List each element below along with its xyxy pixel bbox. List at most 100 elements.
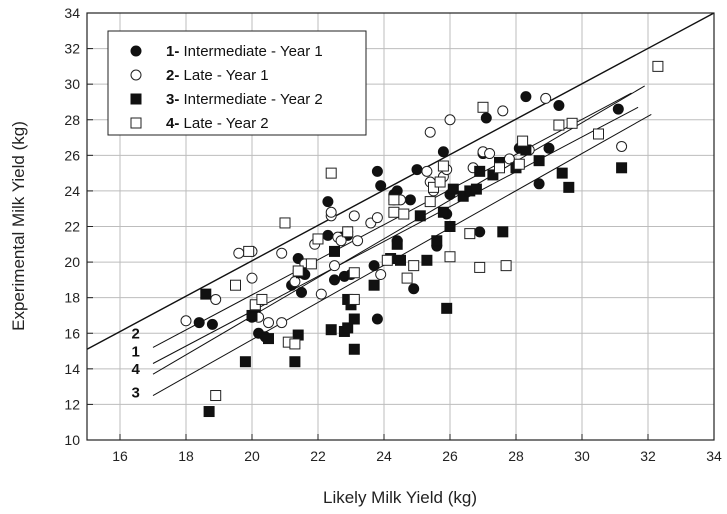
data-point (206, 318, 218, 330)
y-tick-label: 24 (64, 183, 80, 199)
data-point (315, 288, 327, 300)
legend-box (107, 30, 367, 136)
data-point (563, 181, 575, 193)
data-point (375, 269, 387, 281)
y-tick-label: 10 (64, 432, 80, 448)
data-point (474, 261, 486, 273)
x-tick-label: 30 (574, 448, 590, 464)
data-point (375, 180, 387, 192)
data-points (180, 60, 664, 418)
x-tick-label: 32 (640, 448, 656, 464)
data-point (540, 92, 552, 104)
data-point (276, 317, 288, 329)
x-axis-label: Likely Milk Yield (kg) (323, 488, 477, 507)
data-point (368, 279, 380, 291)
data-point (424, 196, 436, 208)
legend-label: 1- Intermediate - Year 1 (166, 43, 323, 60)
y-tick-label: 22 (64, 219, 80, 235)
data-point (470, 183, 482, 195)
data-point (437, 206, 449, 218)
data-point (325, 324, 337, 336)
data-point (325, 167, 337, 179)
data-point (616, 140, 628, 152)
data-point (381, 254, 393, 266)
data-point (348, 293, 360, 305)
data-point (464, 228, 476, 240)
data-point (556, 167, 568, 179)
x-tick-label: 16 (112, 448, 128, 464)
fit-line-2 (152, 92, 632, 348)
data-point (395, 254, 406, 266)
data-point (411, 164, 423, 176)
y-tick-label: 20 (64, 254, 80, 270)
data-point (444, 221, 456, 232)
legend-label: 2- Late - Year 1 (166, 67, 269, 84)
data-point (404, 194, 416, 206)
x-tick-label: 26 (442, 448, 458, 464)
data-point (325, 206, 337, 218)
data-point (487, 169, 499, 181)
data-point (289, 276, 301, 288)
data-point (401, 272, 413, 284)
data-point (335, 235, 347, 247)
data-point (474, 165, 486, 177)
data-point (431, 235, 443, 247)
data-point (368, 260, 380, 272)
data-point (322, 229, 334, 241)
y-tick-label: 16 (64, 325, 80, 341)
data-point (616, 162, 628, 174)
data-point (484, 148, 496, 160)
data-point (533, 155, 545, 167)
data-point (477, 101, 489, 113)
data-point (421, 165, 433, 177)
x-tick-label: 18 (178, 448, 194, 464)
data-point (289, 338, 301, 350)
y-tick-label: 30 (64, 76, 80, 92)
data-point (256, 293, 268, 305)
data-point (421, 254, 433, 266)
data-point (312, 233, 324, 245)
data-point (500, 260, 512, 272)
data-point (388, 206, 400, 218)
y-tick-label: 28 (64, 112, 80, 128)
data-point (342, 226, 354, 238)
x-tick-label: 34 (706, 448, 722, 464)
data-point (474, 226, 486, 238)
data-point (352, 235, 364, 247)
legend-marker-filled-circle (130, 45, 142, 57)
data-point (342, 322, 354, 334)
legend: 1- Intermediate - Year 1 2- Late - Year 1… (107, 30, 367, 136)
fit-line-label-2: 2 (131, 326, 139, 343)
data-point (263, 317, 274, 329)
data-point (210, 390, 222, 402)
data-point (424, 126, 436, 138)
series-4 (210, 60, 664, 402)
legend-marker-open-circle (130, 69, 142, 81)
data-point (230, 279, 241, 291)
data-point (408, 283, 420, 295)
y-tick-label: 14 (64, 361, 80, 377)
data-point (441, 302, 453, 314)
data-point (371, 313, 383, 325)
y-axis-label: Experimental Milk Yield (kg) (9, 121, 28, 331)
data-point (497, 105, 509, 117)
legend-marker-filled-square (130, 93, 142, 105)
data-point (553, 100, 565, 112)
x-tick-label: 20 (244, 448, 260, 464)
data-point (543, 142, 555, 154)
y-tick-label: 12 (64, 396, 80, 412)
x-tick-label: 24 (376, 448, 392, 464)
data-point (612, 103, 624, 115)
data-point (447, 183, 459, 195)
guide-lines: 214 3 (86, 12, 715, 401)
data-point (263, 333, 274, 345)
data-point (388, 194, 400, 206)
data-point (593, 128, 604, 140)
axis-ticks: 16 18 20 22 24 26 28 30 32 3410121416182022242628… (64, 5, 722, 464)
x-tick-label: 28 (508, 448, 524, 464)
data-point (239, 356, 251, 368)
identity-line (86, 12, 715, 350)
x-tick-label: 22 (310, 448, 326, 464)
data-point (517, 135, 529, 147)
